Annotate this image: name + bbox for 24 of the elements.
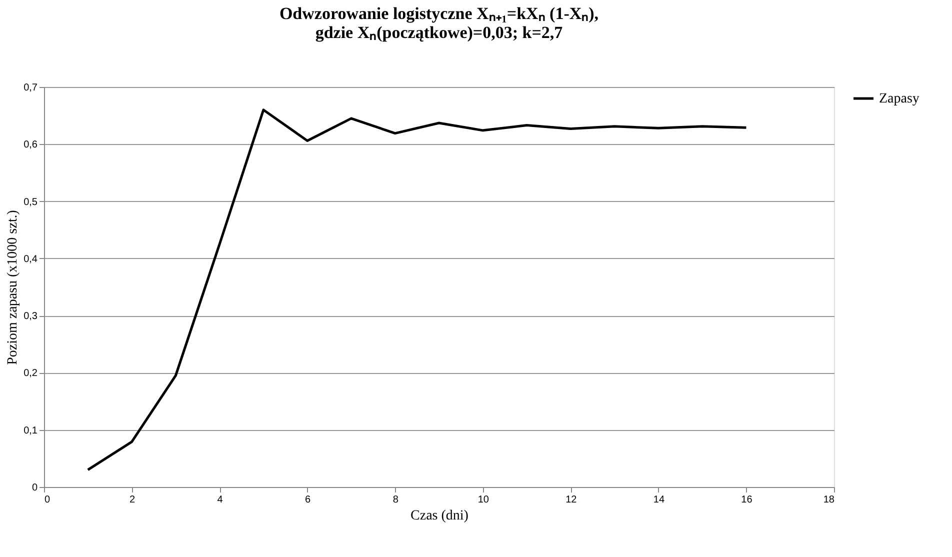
y-tick-label: 0,6 — [24, 140, 38, 151]
y-tick-label: 0,3 — [24, 311, 38, 322]
line-series — [86, 108, 748, 472]
y-tick-label: 0,5 — [24, 196, 38, 208]
x-tick-label: 2 — [129, 494, 136, 506]
text: Odwzorowanie logistyczne Xₙ₊₁=kXₙ (1-Xₙ), — [279, 4, 599, 23]
legend-label: Zapasy — [879, 92, 920, 106]
x-tick-label: 6 — [305, 494, 312, 506]
y-tick-label: 0,1 — [24, 425, 38, 436]
y-tick-label: 0,7 — [24, 82, 38, 94]
y-tick-label: 0,4 — [24, 254, 38, 265]
y-axis-title: Poziom zapasu (x1000 szt.) — [6, 210, 21, 365]
x-tick-label: 4 — [217, 494, 224, 506]
y-tick-label: 0,2 — [24, 368, 38, 380]
x-tick-label: 14 — [653, 494, 665, 506]
x-tick-label: 18 — [823, 494, 835, 506]
x-axis-title: Czas (dni) — [410, 508, 469, 524]
text: gdzie Xₙ(początkowe)=0,03; k=2,7 — [315, 23, 563, 42]
x-tick-label: 16 — [741, 494, 753, 506]
x-tick-label: 8 — [392, 494, 399, 506]
x-tick-label: 10 — [478, 494, 490, 506]
x-tick-label: 0 — [44, 494, 50, 506]
y-tick-label: 0 — [32, 482, 38, 494]
x-tick-label: 12 — [566, 494, 578, 506]
